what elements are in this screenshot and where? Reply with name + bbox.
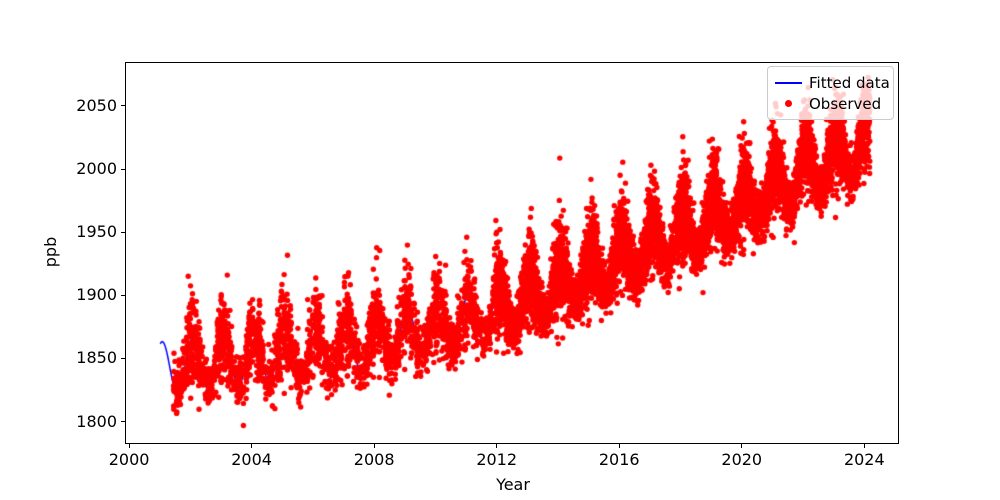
y-tick-mark bbox=[121, 231, 125, 233]
legend: Fitted data Observed bbox=[767, 66, 894, 120]
x-tick-mark bbox=[741, 444, 743, 448]
observed-dot-swatch-area bbox=[775, 100, 802, 107]
y-tick-mark bbox=[121, 357, 125, 359]
x-tick-label: 2008 bbox=[353, 450, 395, 469]
y-tick-label: 1950 bbox=[76, 222, 117, 242]
y-tick-mark bbox=[121, 421, 125, 423]
x-tick-label: 2004 bbox=[231, 450, 272, 469]
observed-dot-icon bbox=[785, 100, 792, 107]
y-tick-label: 2000 bbox=[76, 159, 117, 179]
legend-item-observed: Observed bbox=[775, 93, 885, 114]
x-tick-mark bbox=[373, 444, 375, 448]
y-tick-mark bbox=[121, 168, 125, 170]
y-tick-mark bbox=[121, 105, 125, 107]
y-tick-mark bbox=[121, 294, 125, 296]
y-tick-label: 1850 bbox=[76, 348, 117, 368]
fitted-line-swatch-area bbox=[775, 81, 802, 84]
y-tick-label: 1800 bbox=[76, 411, 117, 431]
x-tick-mark bbox=[863, 444, 865, 448]
legend-label-fitted: Fitted data bbox=[809, 73, 890, 92]
x-tick-label: 2012 bbox=[476, 450, 518, 469]
x-tick-label: 2016 bbox=[598, 450, 640, 469]
y-tick-label: 2050 bbox=[76, 95, 117, 115]
x-tick-mark bbox=[128, 444, 130, 448]
y-axis-label: ppb bbox=[41, 236, 60, 268]
y-tick-label: 1900 bbox=[76, 285, 117, 305]
fitted-line-icon bbox=[775, 81, 802, 84]
x-tick-mark bbox=[618, 444, 620, 448]
x-axis-label: Year bbox=[496, 475, 530, 494]
x-tick-label: 2000 bbox=[108, 450, 150, 469]
legend-item-fitted: Fitted data bbox=[775, 72, 890, 93]
x-tick-mark bbox=[496, 444, 498, 448]
chart-canvas bbox=[126, 63, 898, 443]
x-tick-label: 2024 bbox=[843, 450, 885, 469]
legend-label-observed: Observed bbox=[809, 94, 882, 113]
x-tick-mark bbox=[251, 444, 253, 448]
x-tick-label: 2020 bbox=[721, 450, 763, 469]
plot-frame bbox=[125, 62, 899, 444]
